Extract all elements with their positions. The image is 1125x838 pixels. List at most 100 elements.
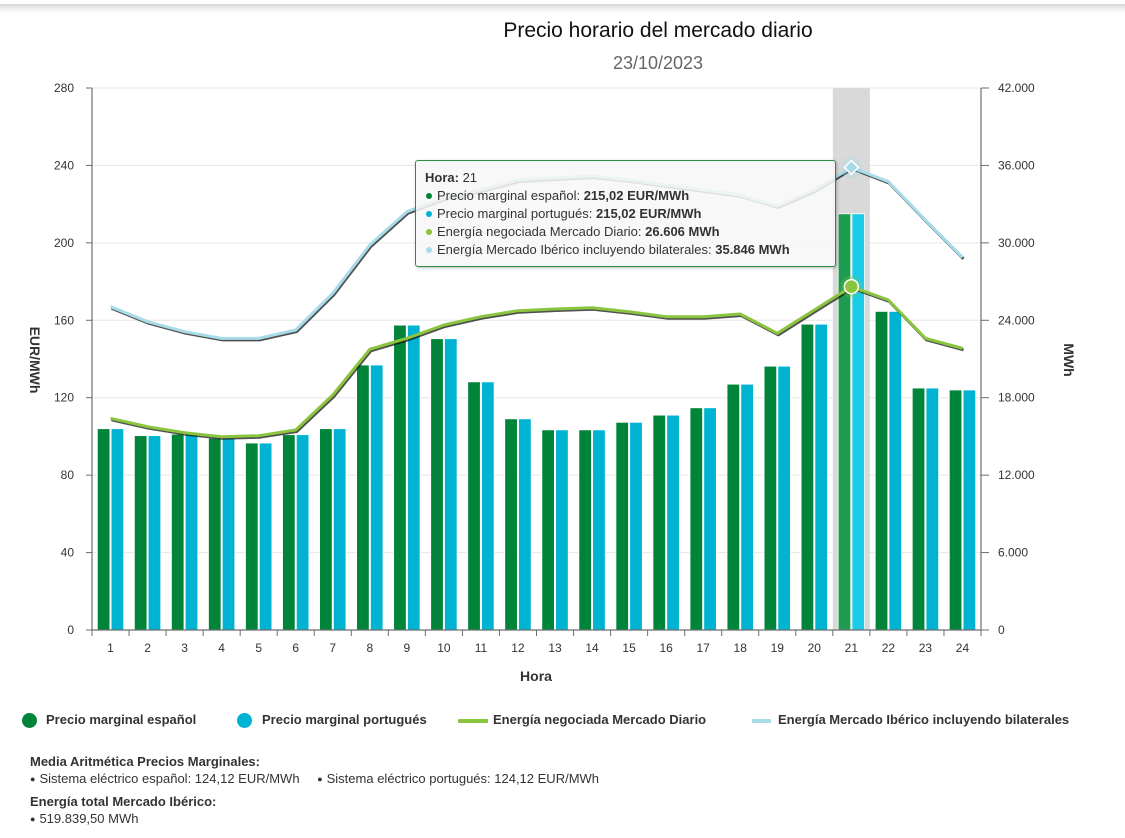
tooltip-row-label: Energía Mercado Ibérico incluyendo bilat… <box>437 242 712 257</box>
bullet-dot-icon <box>426 246 432 253</box>
bar-precio-es-hour-19[interactable] <box>763 365 778 631</box>
bar-precio-pt-hour-19[interactable] <box>777 365 791 631</box>
bar-precio-es-hour-22[interactable] <box>874 310 889 631</box>
diamond-marker-energia-iberico[interactable] <box>843 159 860 176</box>
bar-precio-pt-hour-7[interactable] <box>332 428 347 631</box>
bar-precio-es-hour-4[interactable] <box>208 437 222 631</box>
bar-precio-es-hour-7[interactable] <box>319 428 333 631</box>
bar-precio-pt-hour-12[interactable] <box>518 418 532 631</box>
axes <box>86 87 989 636</box>
legend-item-precio-es[interactable]: Precio marginal español <box>22 711 222 729</box>
bar-precio-pt-hour-17[interactable] <box>703 407 717 631</box>
tooltip-row-label: Precio marginal español: <box>437 188 581 203</box>
chart-title: Precio horario del mercado diario <box>503 19 812 42</box>
tooltip-header: Hora: 21 <box>425 169 835 187</box>
bar-precio-pt-hour-10[interactable] <box>444 338 458 631</box>
bullet-dot-icon <box>426 228 432 235</box>
tooltip-row-value: 215,02 EUR/MWh <box>595 206 702 221</box>
legend-line-icon <box>752 719 771 723</box>
tooltip-row-precio-es: Precio marginal español: 215,02 EUR/MWh <box>425 187 835 205</box>
legend-item-precio-pt[interactable]: Precio marginal portugués <box>237 711 452 729</box>
bar-precio-pt-hour-22[interactable] <box>888 310 902 631</box>
x-tick-label: 7 <box>329 641 336 655</box>
bar-series <box>96 213 977 631</box>
y-tick-label-right: 6.000 <box>998 546 1028 560</box>
y-tick-label-left: 160 <box>54 313 74 327</box>
bar-precio-pt-hour-8[interactable] <box>370 364 384 631</box>
y-axis-title-right: MWh <box>1061 343 1077 376</box>
line-shadow-energia-diario <box>111 286 964 440</box>
x-tick-label: 14 <box>585 641 599 655</box>
bar-precio-es-hour-23[interactable] <box>911 387 926 631</box>
bar-precio-pt-hour-5[interactable] <box>258 442 273 631</box>
x-axis-title: Hora <box>520 668 552 684</box>
x-tick-label: 13 <box>548 641 562 655</box>
bar-precio-es-hour-1[interactable] <box>96 428 111 631</box>
bar-precio-es-hour-16[interactable] <box>652 414 666 631</box>
line-energia-diario[interactable] <box>110 285 963 439</box>
bar-precio-es-hour-18[interactable] <box>726 383 741 631</box>
y-axis-title-left: EUR/MWh <box>27 327 43 394</box>
legend-line-icon <box>458 719 488 723</box>
bar-precio-pt-hour-1[interactable] <box>110 428 125 631</box>
total-energy-title: Energía total Mercado Ibérico: <box>30 794 217 809</box>
bar-precio-pt-hour-14[interactable] <box>592 429 606 631</box>
bar-precio-pt-hour-23[interactable] <box>925 387 940 631</box>
bar-precio-pt-hour-20[interactable] <box>814 323 828 631</box>
average-prices-list: Sistema eléctrico español: 124,12 EUR/MW… <box>30 770 613 787</box>
x-tick-label: 20 <box>808 641 822 655</box>
bar-precio-es-hour-11[interactable] <box>467 381 481 631</box>
tooltip-row-precio-pt: Precio marginal portugués: 215,02 EUR/MW… <box>425 205 835 223</box>
bar-precio-pt-hour-18[interactable] <box>740 383 754 631</box>
bar-precio-pt-hour-9[interactable] <box>407 324 421 631</box>
bar-precio-es-hour-24[interactable] <box>948 389 963 631</box>
tick-labels: 0408012016020024028006.00012.00018.00024… <box>54 81 1035 655</box>
bar-precio-es-hour-2[interactable] <box>133 435 148 631</box>
bar-precio-pt-hour-2[interactable] <box>147 435 162 631</box>
bar-precio-es-hour-10[interactable] <box>430 338 444 631</box>
bar-precio-es-hour-6[interactable] <box>282 434 296 631</box>
x-tick-label: 4 <box>218 641 225 655</box>
bar-precio-es-hour-9[interactable] <box>393 324 407 631</box>
bar-precio-pt-hour-16[interactable] <box>666 414 680 631</box>
tooltip-row-value: 26.606 MWh <box>645 224 720 239</box>
point-marker-energia-diario[interactable] <box>843 278 860 295</box>
bar-precio-es-hour-17[interactable] <box>689 407 703 631</box>
bar-precio-es-hour-8[interactable] <box>356 364 370 631</box>
legend-item-energia-iberico[interactable]: Energía Mercado Ibérico incluyendo bilat… <box>752 711 1112 729</box>
x-tick-label: 12 <box>511 641 525 655</box>
chart-subtitle: 23/10/2023 <box>613 53 703 73</box>
bar-precio-pt-hour-13[interactable] <box>555 429 569 631</box>
bar-precio-es-hour-20[interactable] <box>800 323 815 631</box>
y-tick-label-right: 42.000 <box>998 81 1035 95</box>
bar-precio-pt-hour-4[interactable] <box>221 437 236 631</box>
legend-label: Energía Mercado Ibérico incluyendo bilat… <box>778 712 1070 727</box>
bar-precio-pt-hour-24[interactable] <box>962 389 977 631</box>
bar-precio-es-hour-13[interactable] <box>541 429 555 631</box>
x-tick-label: 22 <box>882 641 896 655</box>
average-price-spain: Sistema eléctrico español: 124,12 EUR/MW… <box>30 771 300 786</box>
tooltip-row-energia-diario: Energía negociada Mercado Diario: 26.606… <box>425 223 835 241</box>
bar-precio-pt-hour-3[interactable] <box>184 433 199 631</box>
tooltip-row-value: 215,02 EUR/MWh <box>583 188 690 203</box>
y-tick-label-left: 200 <box>54 236 74 250</box>
x-tick-label: 23 <box>919 641 933 655</box>
x-tick-label: 5 <box>255 641 262 655</box>
x-tick-label: 10 <box>437 641 451 655</box>
bar-precio-es-hour-5[interactable] <box>245 442 259 631</box>
bar-precio-es-hour-15[interactable] <box>615 421 629 631</box>
bar-precio-pt-hour-15[interactable] <box>629 421 643 631</box>
x-tick-label: 24 <box>956 641 970 655</box>
bar-precio-pt-hour-11[interactable] <box>481 381 495 631</box>
bar-precio-es-hour-12[interactable] <box>504 418 518 631</box>
average-prices-title: Media Aritmética Precios Marginales: <box>30 754 260 769</box>
bar-precio-es-hour-14[interactable] <box>578 429 592 631</box>
tooltip-header-value: 21 <box>462 170 478 185</box>
x-tick-label: 9 <box>404 641 411 655</box>
legend-item-energia-diario[interactable]: Energía negociada Mercado Diario <box>458 711 738 729</box>
y-tick-label-right: 18.000 <box>998 391 1035 405</box>
x-tick-label: 11 <box>475 641 488 655</box>
bar-precio-pt-hour-6[interactable] <box>295 434 310 631</box>
y-tick-label-left: 40 <box>61 546 75 560</box>
bar-precio-es-hour-3[interactable] <box>171 433 185 631</box>
